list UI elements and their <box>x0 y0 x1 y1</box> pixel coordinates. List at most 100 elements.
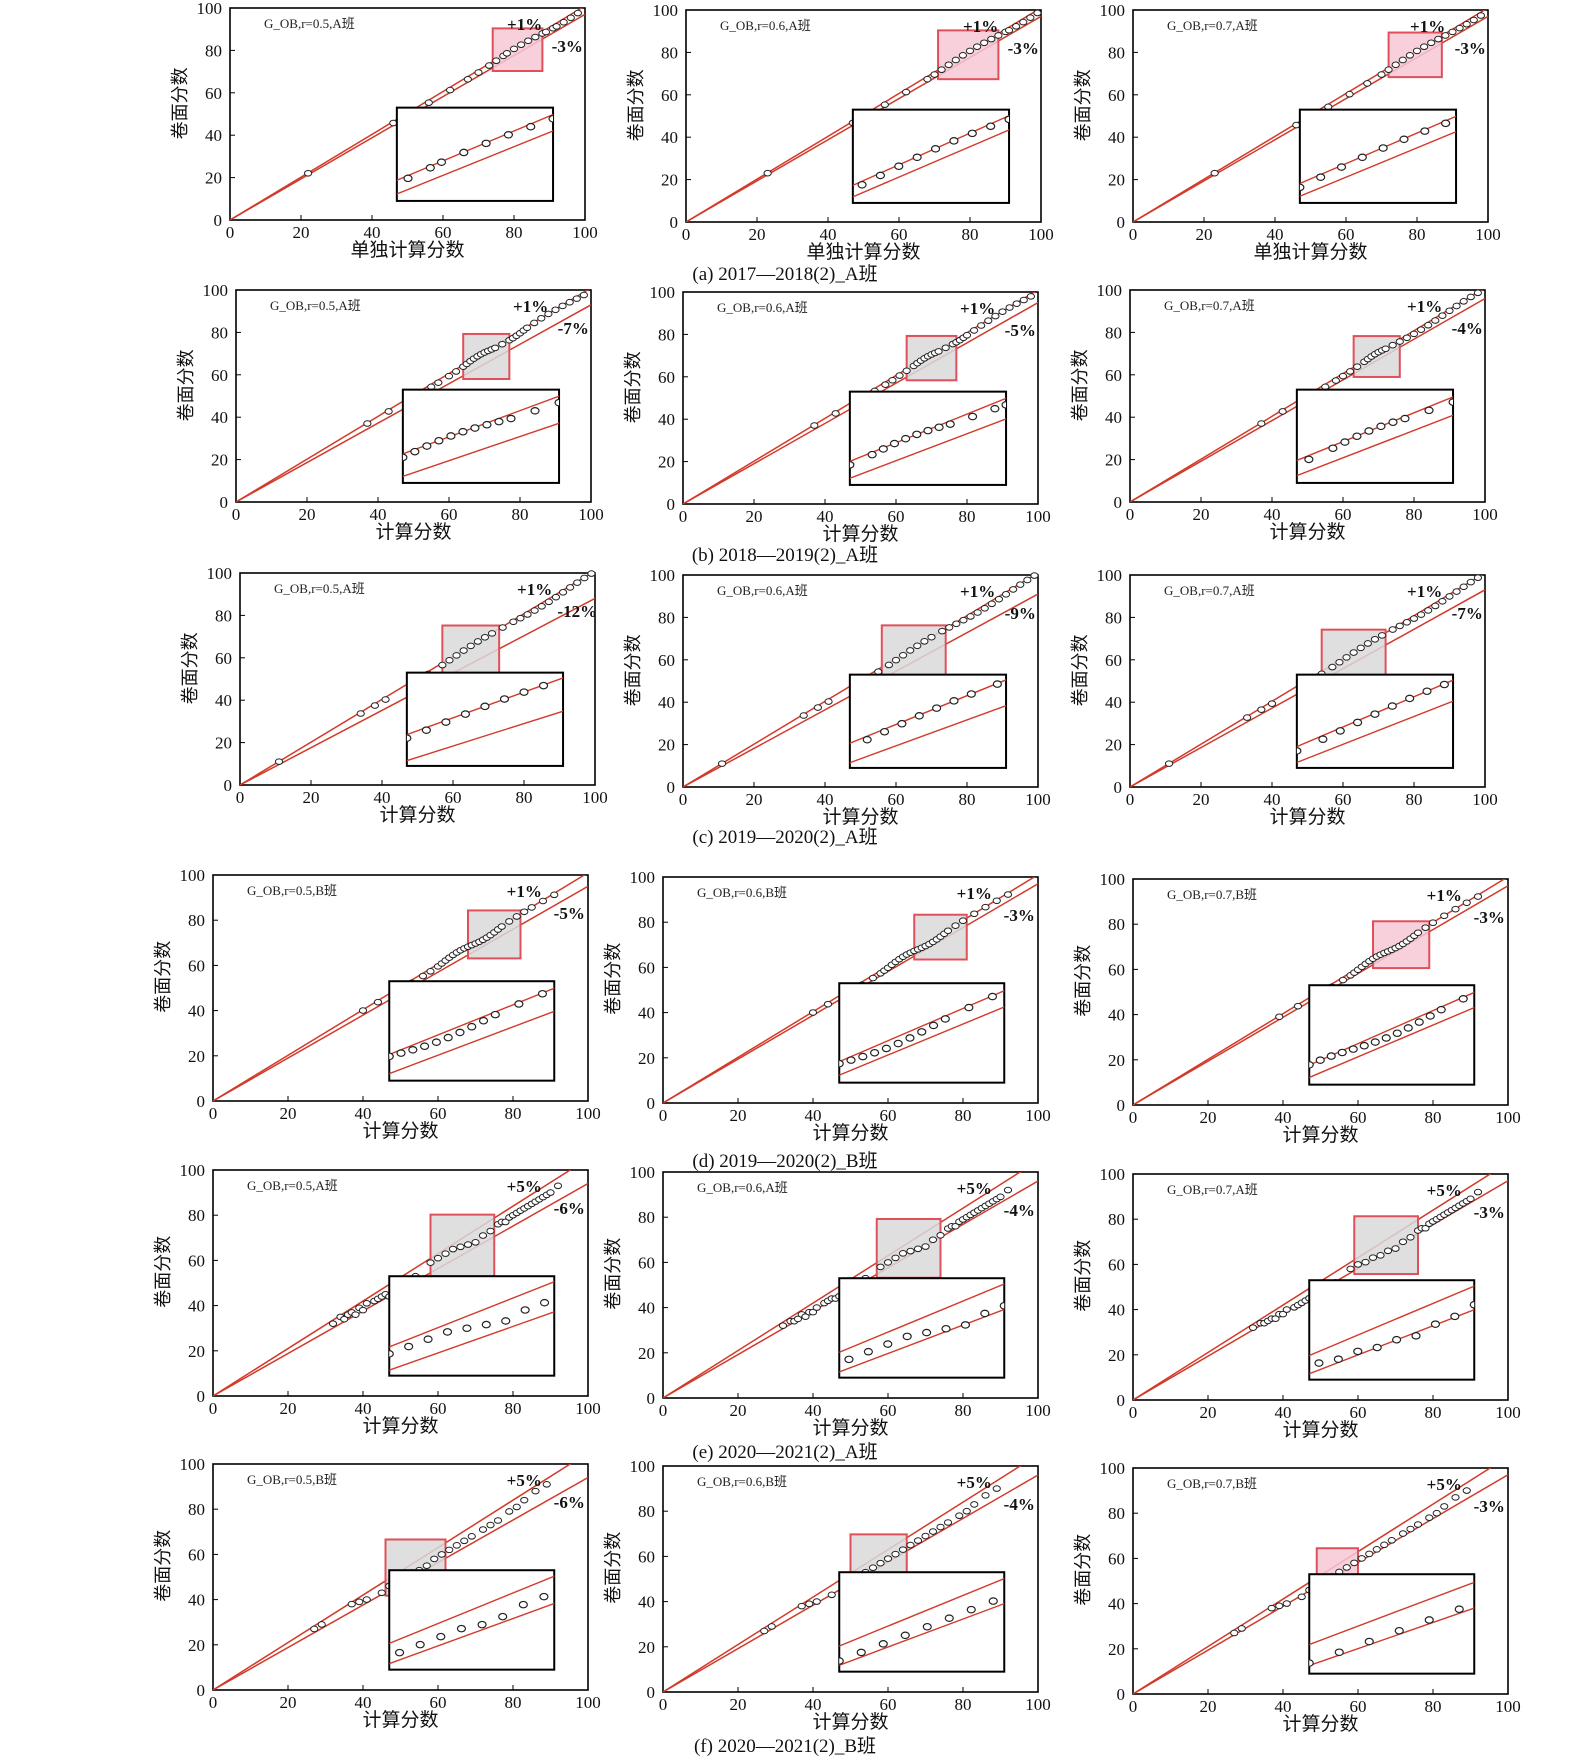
data-point <box>370 702 379 709</box>
data-point <box>1466 293 1475 301</box>
y-tick-label: 40 <box>661 128 678 147</box>
x-tick-label: 40 <box>1264 790 1281 809</box>
data-point <box>1440 912 1449 920</box>
data-point <box>1455 24 1464 32</box>
x-tick-label: 80 <box>1406 505 1423 524</box>
panel-e-3: 00 20 20 40 40 60 60 80 80 100 100 计算分数 卷面分数 G_OB,r=0… <box>1073 1165 1521 1441</box>
x-tick-label: 80 <box>506 223 523 242</box>
inset-data-point <box>1448 398 1454 406</box>
inset-data-point <box>1364 1637 1374 1646</box>
inset-data-point <box>480 702 490 711</box>
inset-data-point <box>1469 1300 1475 1309</box>
data-point <box>921 1243 930 1250</box>
data-point <box>876 1263 885 1271</box>
inset-data-point <box>1001 401 1007 409</box>
data-point <box>1005 304 1014 311</box>
x-tick-label: 100 <box>575 1104 601 1123</box>
data-point <box>959 616 968 624</box>
y-tick-label: 40 <box>1108 1595 1125 1614</box>
lower-bound-label: -3% <box>1008 39 1039 58</box>
x-tick-label: 80 <box>505 1693 522 1712</box>
y-tick-label: 100 <box>1100 870 1126 889</box>
data-point <box>928 1236 938 1244</box>
panel-e-1: 00 20 20 40 40 60 60 80 80 100 100 计算分数 卷面分数 G_OB,r=0… <box>153 1161 601 1437</box>
inset-data-point <box>990 404 1000 413</box>
data-point <box>541 28 551 36</box>
data-point <box>517 41 526 49</box>
data-point <box>565 298 574 306</box>
y-axis-title: 卷面分数 <box>1070 349 1090 421</box>
inset-data-point <box>420 1042 430 1051</box>
y-tick-label: 80 <box>188 1206 205 1225</box>
data-point <box>1331 377 1341 384</box>
data-point <box>1448 28 1457 36</box>
lower-bound-label: -12% <box>557 602 597 621</box>
data-point <box>992 1485 1001 1492</box>
data-point <box>527 904 536 911</box>
upper-bound-label: +1% <box>1427 886 1462 905</box>
x-tick-label: 20 <box>746 507 763 526</box>
upper-bound-label: +1% <box>507 882 542 901</box>
lower-bound-label: -3% <box>1474 908 1505 927</box>
data-point <box>1346 368 1355 375</box>
data-point <box>891 1550 900 1558</box>
data-point <box>1335 658 1344 666</box>
data-point <box>965 47 975 55</box>
x-tick-label: 80 <box>1409 225 1426 244</box>
upper-bound-label: +5% <box>1427 1475 1462 1494</box>
x-tick-label: 40 <box>355 1399 372 1418</box>
x-tick-label: 100 <box>578 505 604 524</box>
x-tick-label: 80 <box>512 505 529 524</box>
data-point <box>1267 1604 1276 1612</box>
y-tick-label: 0 <box>220 493 229 512</box>
data-point <box>1459 298 1468 305</box>
inset-data-point <box>459 148 469 157</box>
inset-data-point <box>964 1003 974 1012</box>
y-tick-label: 0 <box>197 1681 206 1700</box>
x-tick-label: 100 <box>1025 1695 1051 1714</box>
data-point <box>927 633 936 641</box>
plot-frame <box>235 289 592 503</box>
inset-data-point <box>867 450 877 459</box>
data-point <box>1376 1252 1385 1259</box>
inset-data-point <box>1318 735 1328 744</box>
data-point <box>884 661 894 669</box>
data-point <box>1267 700 1277 707</box>
inset-upper-line <box>389 1280 555 1348</box>
plot-frame <box>212 1463 589 1691</box>
data-point <box>579 291 589 299</box>
inset-upper-line <box>849 679 1007 744</box>
data-point <box>906 647 915 654</box>
data-point <box>1402 334 1412 342</box>
data-point <box>998 308 1007 315</box>
data-point <box>274 758 284 765</box>
inset-data-point <box>415 1640 425 1649</box>
data-point <box>512 913 521 920</box>
data-point <box>760 1627 769 1635</box>
y-axis-title: 卷面分数 <box>176 349 196 421</box>
data-point <box>952 620 961 628</box>
x-tick-label: 100 <box>1495 1108 1521 1127</box>
inset-data-point <box>408 1045 418 1054</box>
y-tick-label: 80 <box>638 1208 655 1227</box>
y-tick-label: 60 <box>1108 1255 1125 1274</box>
inset-data-point <box>1394 1626 1404 1635</box>
caption-row-e: (e) 2020—2021(2)_A班 <box>692 1442 878 1463</box>
data-point <box>473 638 482 645</box>
inset-data-point <box>930 145 941 153</box>
data-point <box>1432 1509 1441 1517</box>
data-point <box>951 56 960 64</box>
y-tick-label: 80 <box>1105 608 1122 627</box>
y-tick-label: 60 <box>205 84 222 103</box>
zoom-highlight-box <box>880 624 947 684</box>
lower-bound-label: -3% <box>1455 39 1486 58</box>
x-axis-title: 计算分数 <box>362 1709 438 1731</box>
inset-data-point <box>1450 1312 1460 1321</box>
data-point <box>920 638 929 645</box>
data-point <box>480 633 490 641</box>
data-point <box>980 39 989 47</box>
inset-data-point <box>988 1597 998 1605</box>
inset-data-point <box>548 114 554 123</box>
data-point <box>1424 607 1433 614</box>
inset-data-point <box>912 153 922 162</box>
